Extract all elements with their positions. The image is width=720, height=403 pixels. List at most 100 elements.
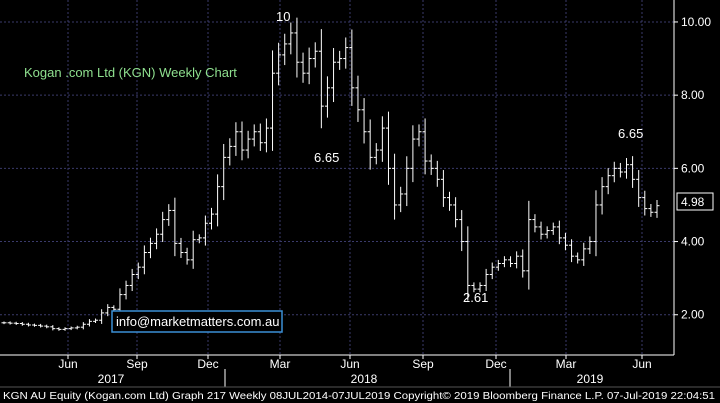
price-bar-61 bbox=[373, 143, 379, 165]
price-bar-15 bbox=[93, 318, 99, 324]
price-bar-78 bbox=[477, 282, 483, 293]
x-tick-label-1: Sep bbox=[126, 357, 148, 371]
price-bar-56 bbox=[343, 37, 349, 69]
price-bar-9 bbox=[56, 327, 62, 331]
price-bar-57 bbox=[349, 29, 355, 106]
price-bar-62 bbox=[379, 116, 385, 162]
price-bar-23 bbox=[141, 245, 147, 275]
price-bar-75 bbox=[459, 210, 465, 252]
price-bar-81 bbox=[495, 259, 501, 271]
annotation-high-10: 10 bbox=[276, 9, 290, 24]
gridlines bbox=[0, 0, 674, 355]
price-bar-34 bbox=[208, 207, 214, 230]
price-bar-74 bbox=[453, 197, 459, 228]
price-bar-64 bbox=[392, 153, 398, 220]
price-bar-83 bbox=[508, 256, 514, 268]
footer-text: KGN AU Equity (Kogan.com Ltd) Graph 217 … bbox=[3, 391, 715, 402]
price-bar-66 bbox=[404, 156, 410, 207]
price-bar-5 bbox=[32, 323, 38, 327]
price-bar-96 bbox=[587, 236, 593, 254]
last-price-label: 4.98 bbox=[681, 195, 705, 209]
x-tick-label-6: Dec bbox=[485, 357, 506, 371]
price-bar-32 bbox=[196, 234, 202, 244]
price-bar-88 bbox=[538, 221, 544, 240]
price-bar-8 bbox=[50, 325, 56, 331]
price-bar-67 bbox=[410, 125, 416, 183]
price-bar-22 bbox=[135, 262, 141, 280]
price-bar-3 bbox=[19, 322, 25, 326]
price-bar-104 bbox=[636, 170, 642, 207]
price-bar-106 bbox=[648, 203, 654, 217]
price-bar-95 bbox=[581, 242, 587, 266]
price-bar-30 bbox=[184, 247, 190, 265]
price-bar-79 bbox=[483, 268, 489, 292]
price-bar-29 bbox=[178, 237, 184, 258]
price-bar-91 bbox=[556, 220, 562, 245]
last-price-box bbox=[676, 192, 714, 211]
x-year-label-2019: 2019 bbox=[577, 372, 604, 386]
x-tick-label-0: Jun bbox=[58, 357, 77, 371]
price-bar-99 bbox=[605, 168, 611, 195]
price-bar-27 bbox=[166, 204, 172, 226]
price-bar-37 bbox=[227, 138, 233, 166]
price-bar-25 bbox=[154, 228, 160, 250]
price-bar-0 bbox=[1, 321, 7, 325]
price-bar-41 bbox=[251, 124, 257, 147]
price-bar-89 bbox=[544, 226, 550, 239]
price-bar-24 bbox=[147, 237, 153, 259]
price-bar-12 bbox=[74, 325, 80, 330]
price-bar-51 bbox=[312, 42, 318, 68]
x-tick-label-7: Mar bbox=[556, 357, 577, 371]
price-bar-86 bbox=[526, 200, 532, 290]
price-bar-69 bbox=[422, 118, 428, 175]
x-axis-ticks: Jun Sep Dec Mar Jun Sep Dec Mar Jun bbox=[58, 355, 652, 371]
x-tick-label-5: Sep bbox=[412, 357, 434, 371]
price-bar-33 bbox=[202, 215, 208, 246]
price-bar-47 bbox=[288, 22, 294, 55]
price-bar-94 bbox=[575, 252, 581, 264]
y-tick-label-0: 2.00 bbox=[681, 308, 705, 322]
x-axis-years: 2017 2018 2019 bbox=[98, 369, 604, 387]
price-bar-105 bbox=[642, 190, 648, 216]
price-bar-39 bbox=[239, 121, 245, 161]
price-bar-52 bbox=[318, 29, 324, 129]
watermark-text: info@marketmatters.com.au bbox=[116, 314, 279, 329]
price-bar-85 bbox=[520, 249, 526, 278]
chart-title: Kogan .com Ltd (KGN) Weekly Chart bbox=[24, 65, 237, 80]
x-tick-label-4: Jun bbox=[340, 357, 359, 371]
price-bar-71 bbox=[434, 160, 440, 187]
price-bar-26 bbox=[160, 211, 166, 242]
x-tick-label-2: Dec bbox=[197, 357, 218, 371]
price-bar-65 bbox=[398, 186, 404, 213]
price-bar-98 bbox=[599, 177, 605, 215]
y-tick-label-3: 8.00 bbox=[681, 88, 705, 102]
price-bar-73 bbox=[447, 191, 453, 211]
price-bar-38 bbox=[233, 122, 239, 156]
price-bar-2 bbox=[13, 321, 19, 325]
price-bar-35 bbox=[215, 174, 221, 227]
price-bar-97 bbox=[593, 190, 599, 257]
price-bar-40 bbox=[245, 130, 251, 159]
price-bar-13 bbox=[80, 322, 86, 330]
x-tick-label-8: Jun bbox=[632, 357, 651, 371]
price-bar-107 bbox=[654, 200, 660, 218]
price-bar-59 bbox=[361, 98, 367, 144]
price-bar-48 bbox=[294, 17, 300, 78]
price-bar-46 bbox=[282, 33, 288, 66]
price-bar-17 bbox=[105, 304, 111, 317]
price-bar-63 bbox=[385, 111, 391, 185]
price-bar-36 bbox=[221, 143, 227, 201]
price-bar-31 bbox=[190, 230, 196, 269]
price-bar-44 bbox=[270, 50, 276, 151]
y-tick-label-2: 6.00 bbox=[681, 161, 705, 175]
price-bar-54 bbox=[331, 48, 337, 103]
x-tick-label-3: Mar bbox=[270, 357, 291, 371]
price-bar-42 bbox=[257, 123, 263, 151]
price-bar-53 bbox=[324, 76, 330, 118]
price-bar-10 bbox=[62, 327, 68, 331]
price-bar-58 bbox=[355, 75, 361, 122]
price-bar-70 bbox=[428, 154, 434, 175]
x-year-label-2018: 2018 bbox=[351, 372, 378, 386]
